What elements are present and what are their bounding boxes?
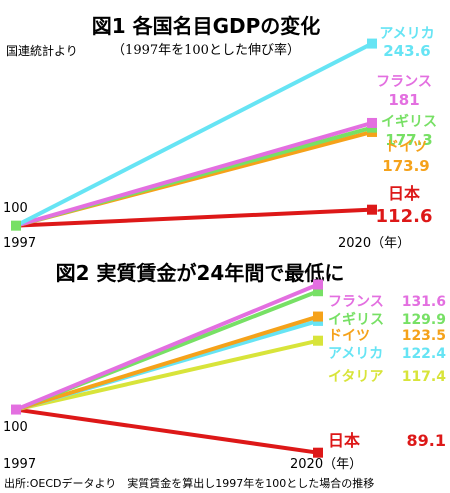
chart1-subtitle: （1997年を100とした伸び率） [112, 42, 300, 58]
chart2-series-1-name-label: イギリス [328, 311, 384, 328]
chart2-series-2-name-label: ドイツ [328, 328, 370, 344]
chart2-series-5-value-label: 89.1 [407, 431, 446, 450]
chart2-series-4-end-marker [313, 335, 323, 346]
chart2-title: 図2 実質賃金が24年間で最低に [56, 261, 345, 285]
chart2-series-0-line [15, 282, 319, 412]
chart2-series-1-value-label: 129.9 [402, 312, 446, 328]
chart2-series-4-line [15, 338, 319, 412]
chart1-series-4-name-label: 日本 [388, 184, 420, 203]
chart2-series-0-end-marker [313, 279, 323, 290]
chart2-series-0-name-label: フランス [328, 294, 384, 310]
chart1-start-label: 100 [3, 201, 28, 216]
chart2-series-2-value-label: 123.5 [402, 328, 446, 344]
chart1-series-0-line [15, 41, 373, 228]
chart1-series-1-value-label: 181 [388, 91, 419, 109]
footer-source: 出所:OECDデータより 実質賃金を算出し1997年を100とした場合の推移 [4, 476, 374, 490]
chart1-series-1-line [15, 121, 373, 228]
chart2-series-0-value-label: 131.6 [402, 294, 446, 310]
chart1-series-0-value-label: 243.6 [383, 42, 430, 60]
chart1-series-0-name-label: アメリカ [379, 26, 434, 42]
chart2-series-5-line [15, 407, 319, 455]
chart1-start-marker [11, 220, 21, 231]
chart1-source-note: 国連統計より [6, 43, 78, 58]
chart1-lines [11, 38, 377, 231]
chart2-lines [11, 279, 323, 458]
chart1-series-4-line [15, 207, 373, 228]
chart1-series-1-end-marker [367, 117, 377, 128]
chart2-x-tick-start: 1997 [3, 457, 36, 472]
chart1-series-4-value-label: 112.6 [376, 206, 433, 227]
chart1-x-tick-start: 1997 [3, 236, 36, 251]
chart1-title: 図1 各国名目GDPの変化 [92, 14, 321, 38]
chart2-labels: フランス 131.6 イギリス 129.9 ドイツ 123.5 アメリカ 122.4 イタリア 1… [328, 294, 446, 450]
chart1-x-tick-end: 2020（年） [338, 236, 410, 251]
chart1-series-3-name-label: ドイツ [385, 139, 427, 155]
chart2-series-3-name-label: アメリカ [328, 346, 383, 362]
chart2-series-4-name-label: イタリア [328, 369, 383, 385]
chart2-series-1-end-marker [313, 286, 323, 297]
chart1-series-1-name-label: フランス [376, 74, 432, 90]
chart2-series-2-line [15, 314, 319, 412]
chart2-start-label: 100 [3, 420, 28, 435]
chart1-series-2-value-label: 177.3 [385, 131, 432, 149]
chart2-series-5-end-marker [313, 447, 323, 458]
chart2-start-marker [11, 404, 21, 415]
chart2-series-4-value-label: 117.4 [402, 369, 447, 385]
chart1-series-0-end-marker [367, 38, 377, 49]
chart1-series-4-end-marker [367, 204, 377, 215]
chart2-series-2-end-marker [313, 311, 323, 322]
chart2-series-5-name-label: 日本 [328, 431, 360, 450]
chart2-x-tick-end: 2020（年） [290, 457, 362, 472]
chart1-series-2-name-label: イギリス [381, 113, 437, 130]
chart2-series-3-value-label: 122.4 [402, 346, 447, 362]
chart1-series-3-value-label: 173.9 [382, 157, 429, 175]
